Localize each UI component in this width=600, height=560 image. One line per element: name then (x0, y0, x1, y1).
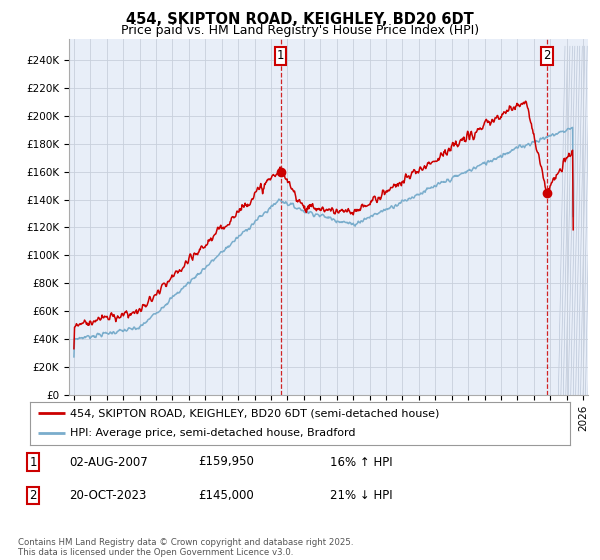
Text: Price paid vs. HM Land Registry's House Price Index (HPI): Price paid vs. HM Land Registry's House … (121, 24, 479, 37)
Text: 1: 1 (277, 49, 284, 62)
Text: 2: 2 (29, 489, 37, 502)
Text: 1: 1 (29, 455, 37, 469)
Text: 16% ↑ HPI: 16% ↑ HPI (330, 455, 392, 469)
Text: HPI: Average price, semi-detached house, Bradford: HPI: Average price, semi-detached house,… (71, 428, 356, 438)
Text: £159,950: £159,950 (198, 455, 254, 469)
Text: 20-OCT-2023: 20-OCT-2023 (69, 489, 146, 502)
Text: £145,000: £145,000 (198, 489, 254, 502)
Text: 21% ↓ HPI: 21% ↓ HPI (330, 489, 392, 502)
Text: 02-AUG-2007: 02-AUG-2007 (69, 455, 148, 469)
Text: 454, SKIPTON ROAD, KEIGHLEY, BD20 6DT: 454, SKIPTON ROAD, KEIGHLEY, BD20 6DT (126, 12, 474, 27)
Text: 2: 2 (543, 49, 551, 62)
Text: 454, SKIPTON ROAD, KEIGHLEY, BD20 6DT (semi-detached house): 454, SKIPTON ROAD, KEIGHLEY, BD20 6DT (s… (71, 408, 440, 418)
Text: Contains HM Land Registry data © Crown copyright and database right 2025.
This d: Contains HM Land Registry data © Crown c… (18, 538, 353, 557)
Bar (559, 39, 591, 395)
